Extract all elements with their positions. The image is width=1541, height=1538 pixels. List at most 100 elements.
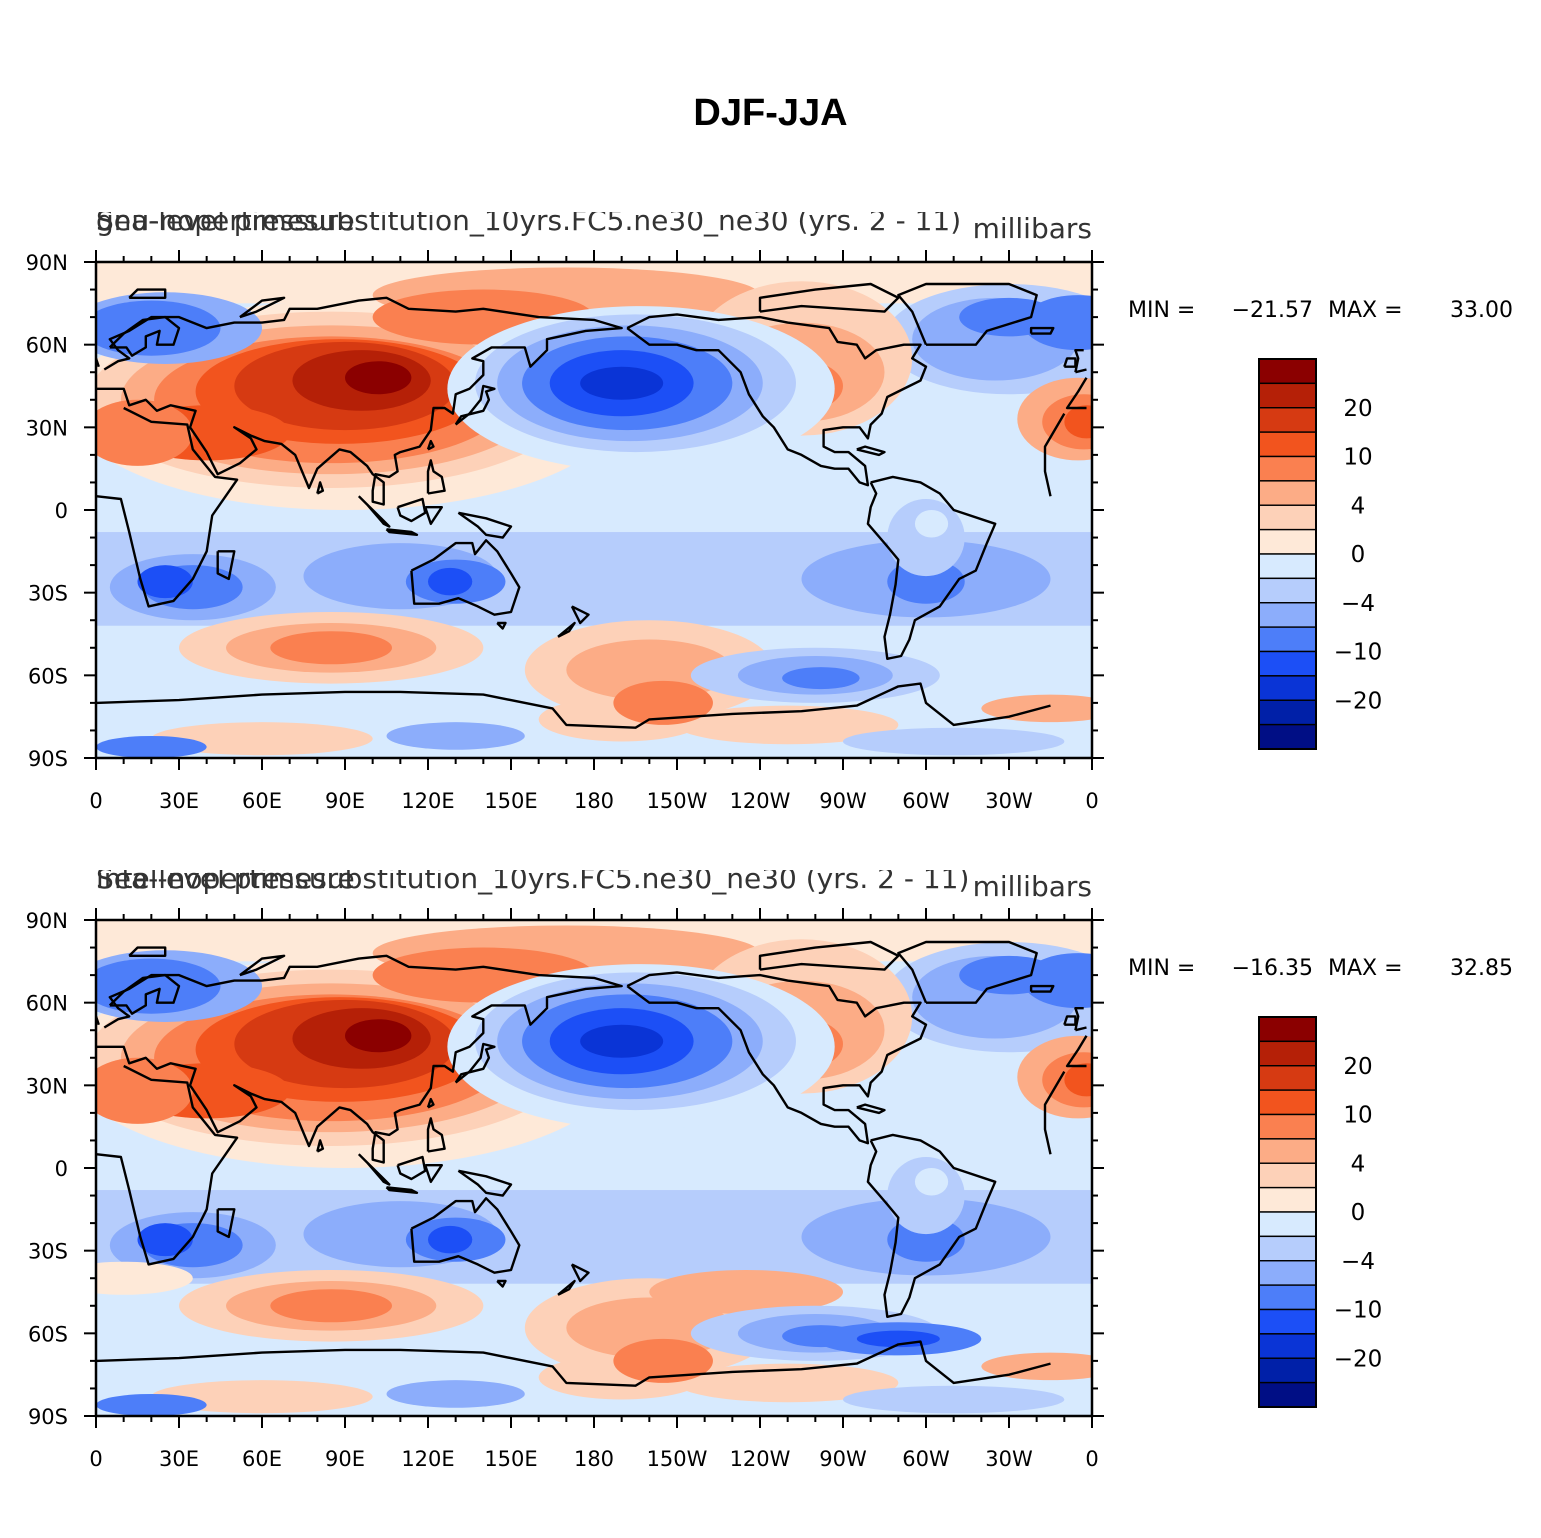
lon-tick-label: 90W [819, 1447, 867, 1471]
lon-tick-label: 90W [819, 789, 867, 813]
lon-tick-label: 150E [484, 1447, 537, 1471]
colorbar-swatch [1258, 1113, 1317, 1140]
max-value: 33.00 [1450, 298, 1513, 323]
colorbar-swatch [1258, 1040, 1317, 1067]
colorbar-swatch [1258, 1235, 1317, 1262]
lon-tick-label: 0 [1085, 789, 1098, 813]
pressure-field [96, 920, 1092, 1416]
pressure-field [96, 262, 1092, 758]
colorbar-swatch [1258, 431, 1317, 458]
lon-tick-label: 30E [159, 789, 199, 813]
lon-tick-label: 120E [401, 789, 454, 813]
colorbar-swatch [1258, 675, 1317, 701]
lat-tick-label: 30N [26, 416, 68, 440]
lon-tick-label: 0 [89, 789, 102, 813]
colorbar-swatch [1258, 577, 1317, 604]
colorbar-tick-label: −20 [1334, 688, 1383, 714]
lon-tick-label: 180 [574, 789, 614, 813]
lon-tick-label: 120W [730, 1447, 791, 1471]
colorbar-swatch [1258, 1260, 1317, 1286]
lat-tick-label: 30N [26, 1074, 68, 1098]
lat-tick-label: 60S [28, 1322, 68, 1346]
lon-tick-label: 120E [401, 1447, 454, 1471]
colorbar-tick-label: −10 [1334, 1298, 1383, 1324]
lat-tick-label: 30S [28, 1240, 68, 1264]
colorbar-swatch [1258, 1186, 1317, 1213]
page-title: DJF-JJA [693, 92, 848, 134]
lat-tick-label: 60N [26, 334, 68, 358]
colorbar-swatch [1258, 382, 1317, 409]
colorbar-swatch [1258, 480, 1317, 506]
lon-tick-label: 120W [730, 789, 791, 813]
colorbar-swatch [1258, 1162, 1317, 1189]
lat-tick-label: 0 [55, 1157, 68, 1181]
lon-tick-label: 180 [574, 1447, 614, 1471]
lat-tick-label: 60S [28, 664, 68, 688]
panel-units-label: millibars [973, 870, 1092, 903]
lat-tick-label: 0 [55, 499, 68, 523]
colorbar-swatch [1258, 602, 1317, 628]
lon-tick-label: 60E [242, 789, 282, 813]
lon-tick-label: 30W [985, 1447, 1033, 1471]
lat-tick-label: 90S [28, 1405, 68, 1429]
coastlines [96, 940, 1088, 1387]
coastlines [96, 282, 1088, 729]
colorbar-swatch [1258, 1333, 1317, 1359]
min-label: MIN = [1128, 298, 1195, 323]
lat-tick-label: 60N [26, 992, 68, 1016]
lon-tick-label: 60W [902, 789, 950, 813]
map-panel: 90N 60N 30N 0 30S 60S 90S 0 30E 60E 90E 120E 150E 180… [26, 870, 1513, 1471]
lat-tick-label: 90N [26, 909, 68, 933]
colorbar-swatch [1258, 1138, 1317, 1164]
colorbar-swatch [1258, 650, 1317, 677]
panel-units-label: millibars [973, 212, 1092, 245]
colorbar-swatch [1258, 455, 1317, 482]
max-label: MAX = [1328, 298, 1403, 323]
panel-case-label: intel-nopertimesubstitution_10yrs.FC5.ne… [96, 870, 969, 895]
lon-tick-label: 90E [325, 1447, 365, 1471]
panel-variable-label: Sea-level pressure [96, 870, 355, 895]
colorbar-tick-label: 4 [1351, 493, 1366, 519]
lon-tick-label: 150W [647, 789, 708, 813]
colorbar-tick-label: 10 [1343, 445, 1372, 471]
lon-tick-label: 30W [985, 789, 1033, 813]
max-value: 32.85 [1450, 956, 1513, 981]
lon-tick-label: 30E [159, 1447, 199, 1471]
lon-tick-label: 60W [902, 1447, 950, 1471]
colorbar-swatch [1258, 1211, 1317, 1238]
lon-tick-label: 0 [89, 1447, 102, 1471]
lon-tick-label: 150E [484, 789, 537, 813]
colorbar [1258, 358, 1317, 750]
colorbar-swatch [1258, 407, 1317, 433]
lon-tick-label: 90E [325, 789, 365, 813]
colorbar-swatch [1258, 1065, 1317, 1091]
lon-tick-label: 60E [242, 1447, 282, 1471]
min-label: MIN = [1128, 956, 1195, 981]
max-label: MAX = [1328, 956, 1403, 981]
colorbar-tick-label: 4 [1351, 1151, 1366, 1177]
colorbar-swatch [1258, 1357, 1317, 1384]
colorbar-swatch [1258, 1284, 1317, 1311]
colorbar-swatch [1258, 723, 1317, 750]
colorbar-swatch [1258, 1089, 1317, 1116]
colorbar-tick-label: −20 [1334, 1346, 1383, 1372]
lat-tick-label: 90N [26, 251, 68, 275]
lat-tick-label: 90S [28, 747, 68, 771]
panel-case-label: gnu-nopertimesubstitution_10yrs.FC5.ne30… [96, 212, 961, 237]
panel-variable-label: Sea-level pressure [96, 212, 355, 237]
colorbar-tick-label: 0 [1351, 1200, 1366, 1226]
colorbar-swatch [1258, 1308, 1317, 1335]
colorbar-tick-label: −4 [1341, 1249, 1375, 1275]
min-value: −21.57 [1232, 298, 1313, 323]
min-value: −16.35 [1232, 956, 1313, 981]
colorbar-swatch [1258, 626, 1317, 653]
lon-tick-label: 0 [1085, 1447, 1098, 1471]
lat-tick-label: 30S [28, 582, 68, 606]
lon-tick-label: 150W [647, 1447, 708, 1471]
colorbar-tick-label: 10 [1343, 1103, 1372, 1129]
colorbar-swatch [1258, 528, 1317, 555]
colorbar-swatch [1258, 1381, 1317, 1408]
colorbar-swatch [1258, 358, 1317, 385]
colorbar-swatch [1258, 504, 1317, 531]
colorbar-swatch [1258, 1016, 1317, 1043]
